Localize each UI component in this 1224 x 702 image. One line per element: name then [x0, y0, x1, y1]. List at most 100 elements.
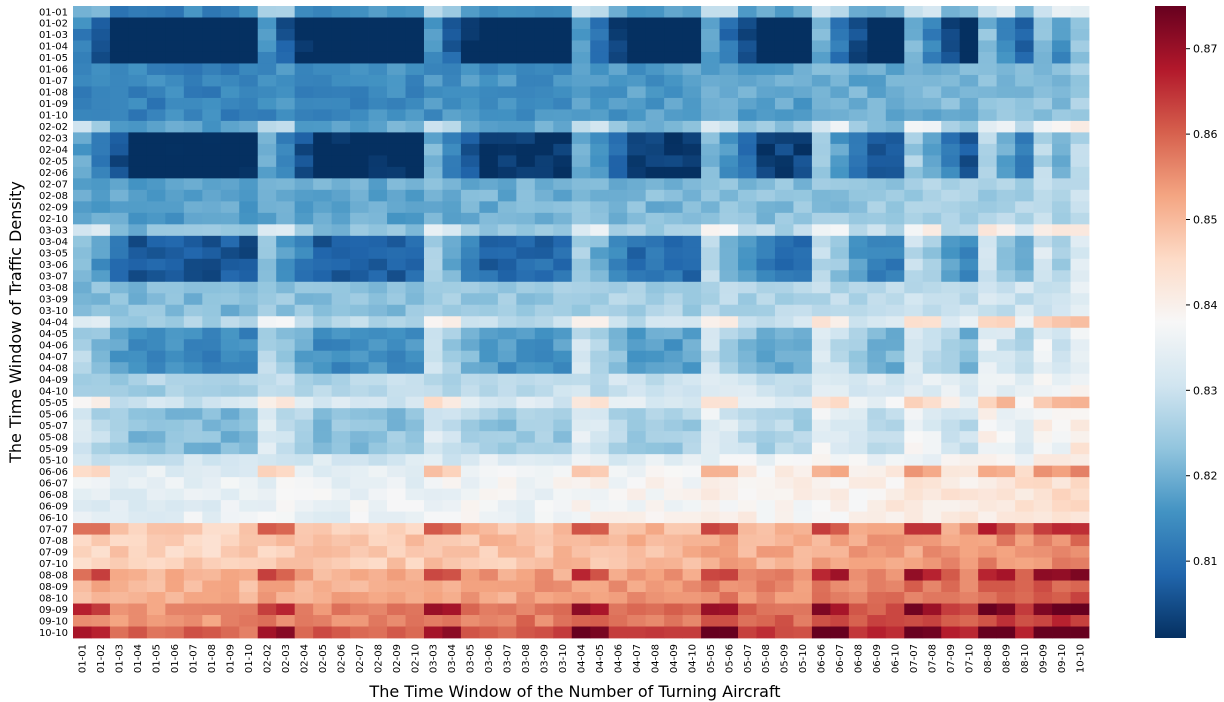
heatmap-cell [91, 362, 111, 375]
heatmap-cell [738, 281, 757, 294]
heatmap-cell [497, 615, 517, 627]
heatmap-cell [423, 212, 443, 225]
heatmap-cell [793, 316, 813, 329]
heatmap-cell [516, 523, 536, 535]
heatmap-cell [534, 339, 554, 352]
heatmap-cell [442, 350, 462, 363]
heatmap-cell [91, 86, 111, 99]
heatmap-cell [460, 86, 480, 99]
heatmap-cell [756, 488, 776, 501]
heatmap-cell [664, 569, 683, 581]
heatmap-cell [405, 17, 425, 30]
heatmap-cell [1033, 408, 1053, 421]
heatmap-cell [996, 419, 1016, 432]
heatmap-cell [128, 534, 148, 547]
heatmap-cell [350, 281, 369, 294]
heatmap-cell [165, 28, 185, 41]
heatmap-cell [811, 316, 831, 329]
heatmap-cell [1015, 488, 1034, 501]
heatmap-cell [553, 327, 573, 340]
heatmap-cell [848, 86, 868, 99]
heatmap-cell [738, 155, 757, 168]
heatmap-cell [73, 615, 92, 627]
heatmap-cell [793, 603, 813, 616]
heatmap-cell [423, 569, 443, 581]
heatmap-cell [682, 270, 702, 283]
heatmap-cell [479, 454, 499, 467]
heatmap-cell [183, 523, 203, 535]
heatmap-cell [867, 534, 887, 547]
heatmap-cell [183, 419, 203, 432]
heatmap-cell [793, 178, 813, 191]
heatmap-cell [368, 546, 388, 558]
heatmap-cell [146, 51, 166, 64]
y-tick-label: 03-10 [39, 306, 68, 317]
heatmap-cell [627, 235, 647, 248]
heatmap-cell [460, 511, 480, 524]
heatmap-cell [922, 28, 942, 41]
heatmap-cell [627, 178, 647, 191]
heatmap-cell [276, 258, 296, 271]
heatmap-cell [830, 316, 850, 329]
heatmap-cell [387, 6, 406, 18]
heatmap-cell [442, 419, 462, 432]
x-tick-label: 02-08 [373, 644, 384, 673]
heatmap-cell [571, 569, 591, 581]
heatmap-cell [978, 143, 998, 156]
heatmap-cell [682, 17, 702, 30]
heatmap-cell [387, 316, 406, 329]
heatmap-cell [276, 224, 296, 237]
heatmap-cell [811, 327, 831, 340]
heatmap-cell [183, 178, 203, 191]
heatmap-cell [756, 258, 776, 271]
heatmap-cell [387, 63, 406, 76]
heatmap-cell [331, 534, 351, 547]
heatmap-cell [867, 212, 887, 225]
heatmap-cell [996, 592, 1016, 604]
heatmap-cell [91, 511, 111, 524]
heatmap-cell [867, 6, 887, 18]
heatmap-cell [996, 442, 1016, 455]
heatmap-cell [627, 120, 647, 133]
heatmap-cell [627, 396, 647, 409]
heatmap-cell [682, 281, 702, 294]
heatmap-cell [978, 465, 998, 478]
heatmap-cell [682, 316, 702, 329]
heatmap-cell [627, 132, 647, 145]
heatmap-cell [202, 178, 222, 191]
heatmap-cell [959, 86, 979, 99]
heatmap-cell [368, 465, 388, 478]
heatmap-cell [294, 488, 314, 501]
heatmap-cell [719, 235, 739, 248]
heatmap-cell [331, 74, 351, 87]
heatmap-cell [941, 362, 961, 375]
heatmap-cell [1070, 396, 1090, 409]
heatmap-cell [959, 28, 979, 41]
heatmap-cell [313, 281, 333, 294]
heatmap-cell [109, 373, 129, 386]
heatmap-cell [91, 224, 111, 237]
heatmap-cell [1033, 109, 1053, 122]
heatmap-cell [627, 74, 647, 87]
heatmap-cell [516, 17, 536, 30]
heatmap-cell [350, 431, 369, 444]
heatmap-cell [202, 293, 222, 306]
heatmap-cell [239, 477, 259, 490]
heatmap-cell [91, 546, 111, 558]
heatmap-cell [183, 431, 203, 444]
heatmap-cell [368, 109, 388, 122]
heatmap-cell [978, 316, 998, 329]
heatmap-cell [202, 603, 222, 616]
heatmap-cell [239, 63, 259, 76]
heatmap-cell [497, 97, 517, 110]
heatmap-cell [331, 454, 351, 467]
heatmap-cell [571, 465, 591, 478]
heatmap-cell [1033, 557, 1053, 570]
heatmap-cell [165, 603, 185, 616]
heatmap-cell [793, 419, 813, 432]
heatmap-cell [91, 6, 111, 18]
heatmap-cell [91, 327, 111, 340]
heatmap-cell [165, 327, 185, 340]
heatmap-cell [423, 235, 443, 248]
heatmap-cell [276, 178, 296, 191]
